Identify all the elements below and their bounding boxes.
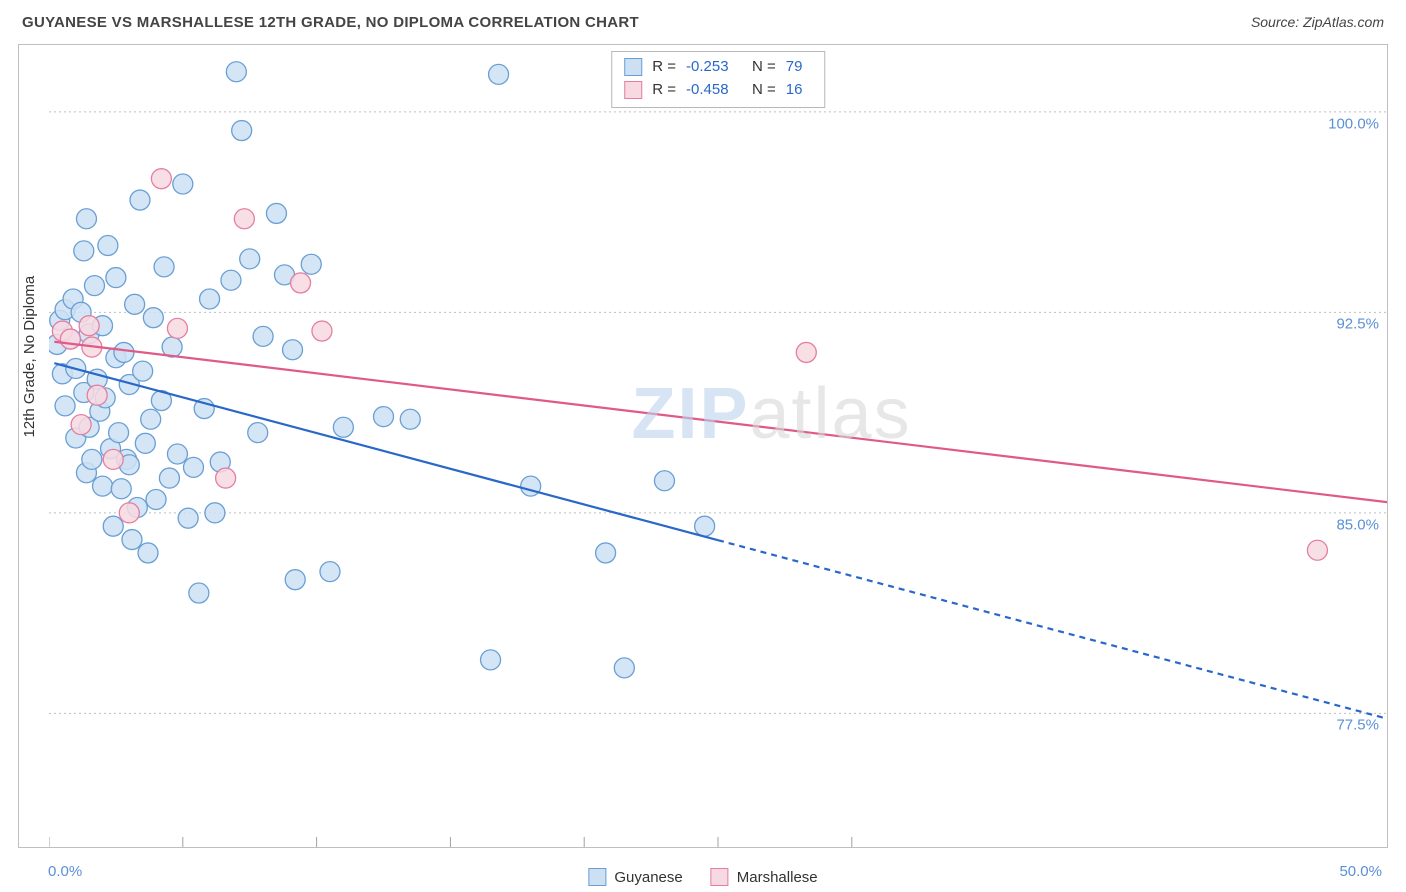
point-guyanese — [111, 479, 131, 499]
point-marshallese — [216, 468, 236, 488]
plot-area: ZIPatlas R = -0.253 N = 79 R = -0.458 N … — [49, 45, 1387, 847]
legend-item-guyanese: Guyanese — [588, 868, 682, 886]
point-guyanese — [178, 508, 198, 528]
point-guyanese — [159, 468, 179, 488]
point-marshallese — [796, 342, 816, 362]
point-guyanese — [200, 289, 220, 309]
point-guyanese — [141, 409, 161, 429]
point-guyanese — [614, 658, 634, 678]
r-label: R = — [652, 56, 676, 79]
swatch-guyanese — [588, 868, 606, 886]
y-axis-label: 12th Grade, No Diploma — [21, 276, 38, 438]
point-guyanese — [93, 476, 113, 496]
point-guyanese — [173, 174, 193, 194]
point-guyanese — [103, 516, 123, 536]
legend-label-marshallese: Marshallese — [737, 869, 818, 886]
n-value-guyanese: 79 — [786, 56, 812, 79]
point-marshallese — [60, 329, 80, 349]
y-tick-label: 85.0% — [1336, 516, 1379, 533]
chart-source: Source: ZipAtlas.com — [1251, 14, 1384, 30]
point-guyanese — [114, 342, 134, 362]
point-guyanese — [232, 121, 252, 141]
point-marshallese — [71, 415, 91, 435]
point-guyanese — [154, 257, 174, 277]
point-marshallese — [167, 318, 187, 338]
bottom-legend: Guyanese Marshallese — [588, 868, 817, 886]
point-marshallese — [103, 449, 123, 469]
point-guyanese — [301, 254, 321, 274]
point-guyanese — [98, 236, 118, 256]
point-guyanese — [481, 650, 501, 670]
point-guyanese — [138, 543, 158, 563]
point-guyanese — [82, 449, 102, 469]
point-guyanese — [74, 241, 94, 261]
x-label-right: 50.0% — [1339, 863, 1382, 880]
point-guyanese — [189, 583, 209, 603]
point-guyanese — [266, 203, 286, 223]
fit-line-marshallese — [54, 342, 1387, 502]
point-guyanese — [135, 433, 155, 453]
point-guyanese — [226, 62, 246, 82]
point-guyanese — [167, 444, 187, 464]
point-guyanese — [133, 361, 153, 381]
point-guyanese — [374, 407, 394, 427]
point-marshallese — [79, 316, 99, 336]
stats-row-guyanese: R = -0.253 N = 79 — [624, 56, 812, 79]
point-marshallese — [119, 503, 139, 523]
point-guyanese — [695, 516, 715, 536]
point-guyanese — [125, 294, 145, 314]
point-guyanese — [489, 64, 509, 84]
point-guyanese — [184, 457, 204, 477]
point-guyanese — [320, 562, 340, 582]
point-guyanese — [109, 423, 129, 443]
point-marshallese — [312, 321, 332, 341]
swatch-marshallese — [624, 81, 642, 99]
point-marshallese — [291, 273, 311, 293]
r-value-guyanese: -0.253 — [686, 56, 742, 79]
point-guyanese — [596, 543, 616, 563]
n-label: N = — [752, 79, 776, 102]
point-guyanese — [205, 503, 225, 523]
point-guyanese — [240, 249, 260, 269]
legend-item-marshallese: Marshallese — [711, 868, 818, 886]
point-guyanese — [146, 489, 166, 509]
point-marshallese — [234, 209, 254, 229]
point-guyanese — [248, 423, 268, 443]
point-guyanese — [283, 340, 303, 360]
n-label: N = — [752, 56, 776, 79]
x-label-left: 0.0% — [48, 863, 82, 880]
swatch-marshallese — [711, 868, 729, 886]
fit-line-dash-guyanese — [718, 540, 1387, 718]
point-guyanese — [333, 417, 353, 437]
point-guyanese — [221, 270, 241, 290]
point-guyanese — [143, 308, 163, 328]
point-marshallese — [151, 169, 171, 189]
point-guyanese — [130, 190, 150, 210]
point-guyanese — [55, 396, 75, 416]
point-guyanese — [122, 530, 142, 550]
point-guyanese — [253, 326, 273, 346]
plot-svg — [49, 45, 1387, 847]
point-guyanese — [106, 268, 126, 288]
point-marshallese — [1307, 540, 1327, 560]
point-guyanese — [285, 570, 305, 590]
legend-label-guyanese: Guyanese — [614, 869, 682, 886]
point-guyanese — [76, 209, 96, 229]
r-label: R = — [652, 79, 676, 102]
chart-title: GUYANESE VS MARSHALLESE 12TH GRADE, NO D… — [22, 14, 639, 31]
fit-line-guyanese — [54, 363, 718, 540]
stats-row-marshallese: R = -0.458 N = 16 — [624, 79, 812, 102]
chart-area: 12th Grade, No Diploma ZIPatlas R = -0.2… — [18, 44, 1388, 848]
point-guyanese — [84, 276, 104, 296]
y-tick-label: 77.5% — [1336, 717, 1379, 734]
r-value-marshallese: -0.458 — [686, 79, 742, 102]
y-tick-label: 100.0% — [1328, 115, 1379, 132]
stats-box: R = -0.253 N = 79 R = -0.458 N = 16 — [611, 51, 825, 108]
swatch-guyanese — [624, 58, 642, 76]
point-marshallese — [87, 385, 107, 405]
y-tick-label: 92.5% — [1336, 316, 1379, 333]
n-value-marshallese: 16 — [786, 79, 812, 102]
point-guyanese — [654, 471, 674, 491]
point-guyanese — [400, 409, 420, 429]
